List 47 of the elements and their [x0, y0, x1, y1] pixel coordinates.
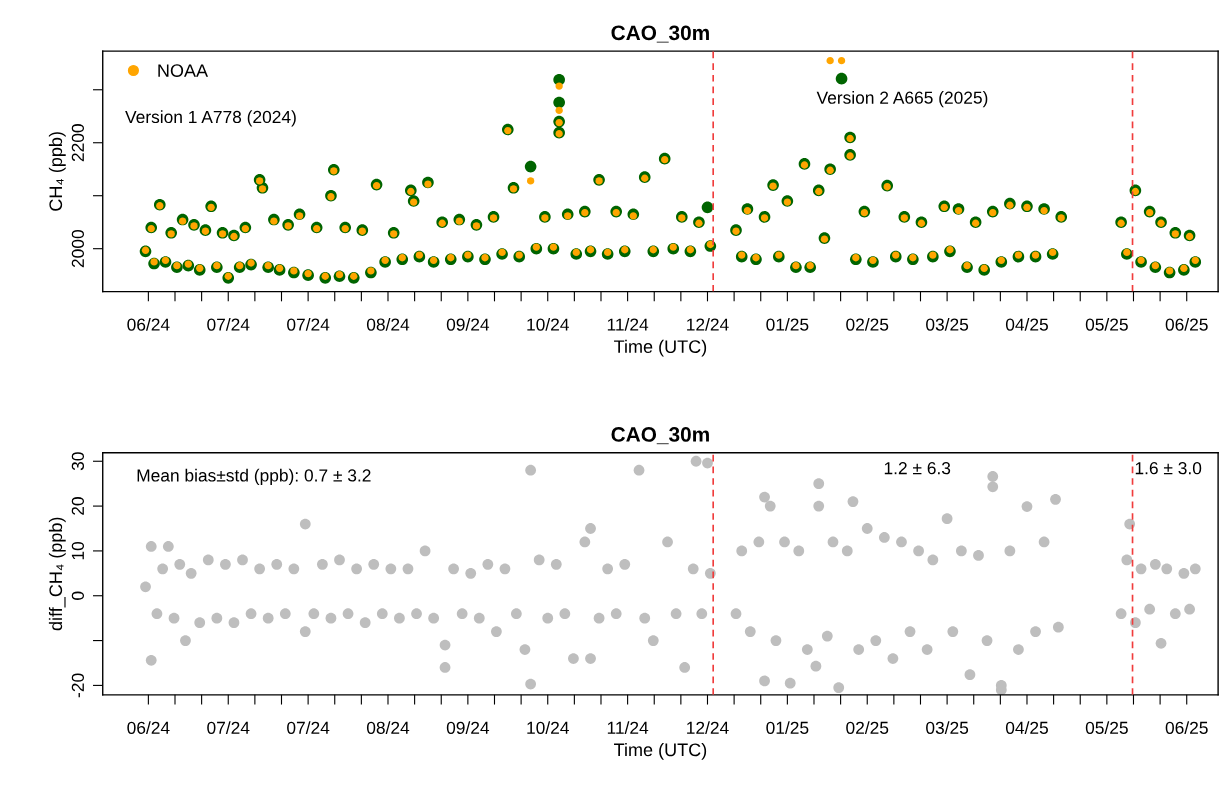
y-tick-label: 2000 — [71, 230, 85, 268]
legend-label: NOAA — [158, 64, 209, 77]
x-tick-label: 06/25 — [1165, 317, 1208, 331]
x-tick-label: 06/25 — [1165, 721, 1208, 734]
x-tick-label: 12/24 — [687, 721, 729, 734]
x-tick-label: 06/24 — [127, 721, 170, 734]
x-axis-title: Time (UTC) — [614, 339, 707, 357]
x-tick-label: 08/24 — [366, 317, 410, 331]
x-tick-label: 02/25 — [846, 317, 889, 331]
x-tick-label: 09/24 — [446, 317, 490, 331]
x-tick-label: 10/24 — [527, 317, 569, 331]
x-tick-label: 07/24 — [207, 317, 250, 331]
annotation: 1.2 ± 6.3 — [884, 462, 951, 475]
y-axis-title: CH₄ (ppb) — [48, 132, 66, 211]
annotation: Mean bias±std (ppb): 0.7 ± 3.2 — [137, 468, 371, 486]
x-tick-label: 12/24 — [687, 317, 729, 331]
x-tick-label: 07/24 — [287, 317, 330, 331]
y-tick-label: 0 — [71, 591, 85, 600]
x-tick-label: 11/24 — [607, 721, 649, 734]
x-tick-label: 03/25 — [926, 317, 969, 331]
x-tick-label: 01/25 — [766, 721, 809, 734]
y-tick-label: 2200 — [71, 124, 85, 162]
y-tick-label: 20 — [71, 497, 85, 515]
chart-title: CAO_30m — [611, 25, 709, 43]
x-tick-label: 02/25 — [846, 721, 889, 734]
y-tick-label: 30 — [71, 452, 85, 471]
x-tick-label: 07/24 — [207, 721, 250, 734]
y-tick-label: 10 — [71, 541, 85, 560]
x-tick-label: 03/25 — [926, 721, 969, 734]
chart-title: CAO_30m — [611, 427, 709, 445]
x-tick-label: 04/25 — [1005, 317, 1048, 331]
x-tick-label: 01/25 — [766, 317, 809, 331]
x-tick-label: 07/24 — [287, 721, 330, 734]
x-tick-label: 05/25 — [1085, 317, 1128, 331]
y-axis-title: diff_CH₄ (ppb) — [48, 517, 66, 631]
annotation: 1.6 ± 3.0 — [1135, 462, 1202, 475]
x-tick-label: 09/24 — [446, 721, 490, 734]
x-tick-label: 11/24 — [607, 317, 649, 331]
y-tick-label: -20 — [71, 673, 85, 698]
annotation: Version 2 A665 (2025) — [816, 91, 988, 108]
x-tick-label: 10/24 — [527, 721, 569, 734]
x-tick-label: 06/24 — [127, 317, 170, 331]
annotation: Version 1 A778 (2024) — [125, 110, 296, 127]
x-tick-label: 05/25 — [1085, 721, 1128, 734]
x-tick-label: 08/24 — [366, 721, 410, 734]
x-tick-label: 04/25 — [1005, 721, 1048, 734]
x-axis-title: Time (UTC) — [614, 742, 707, 760]
